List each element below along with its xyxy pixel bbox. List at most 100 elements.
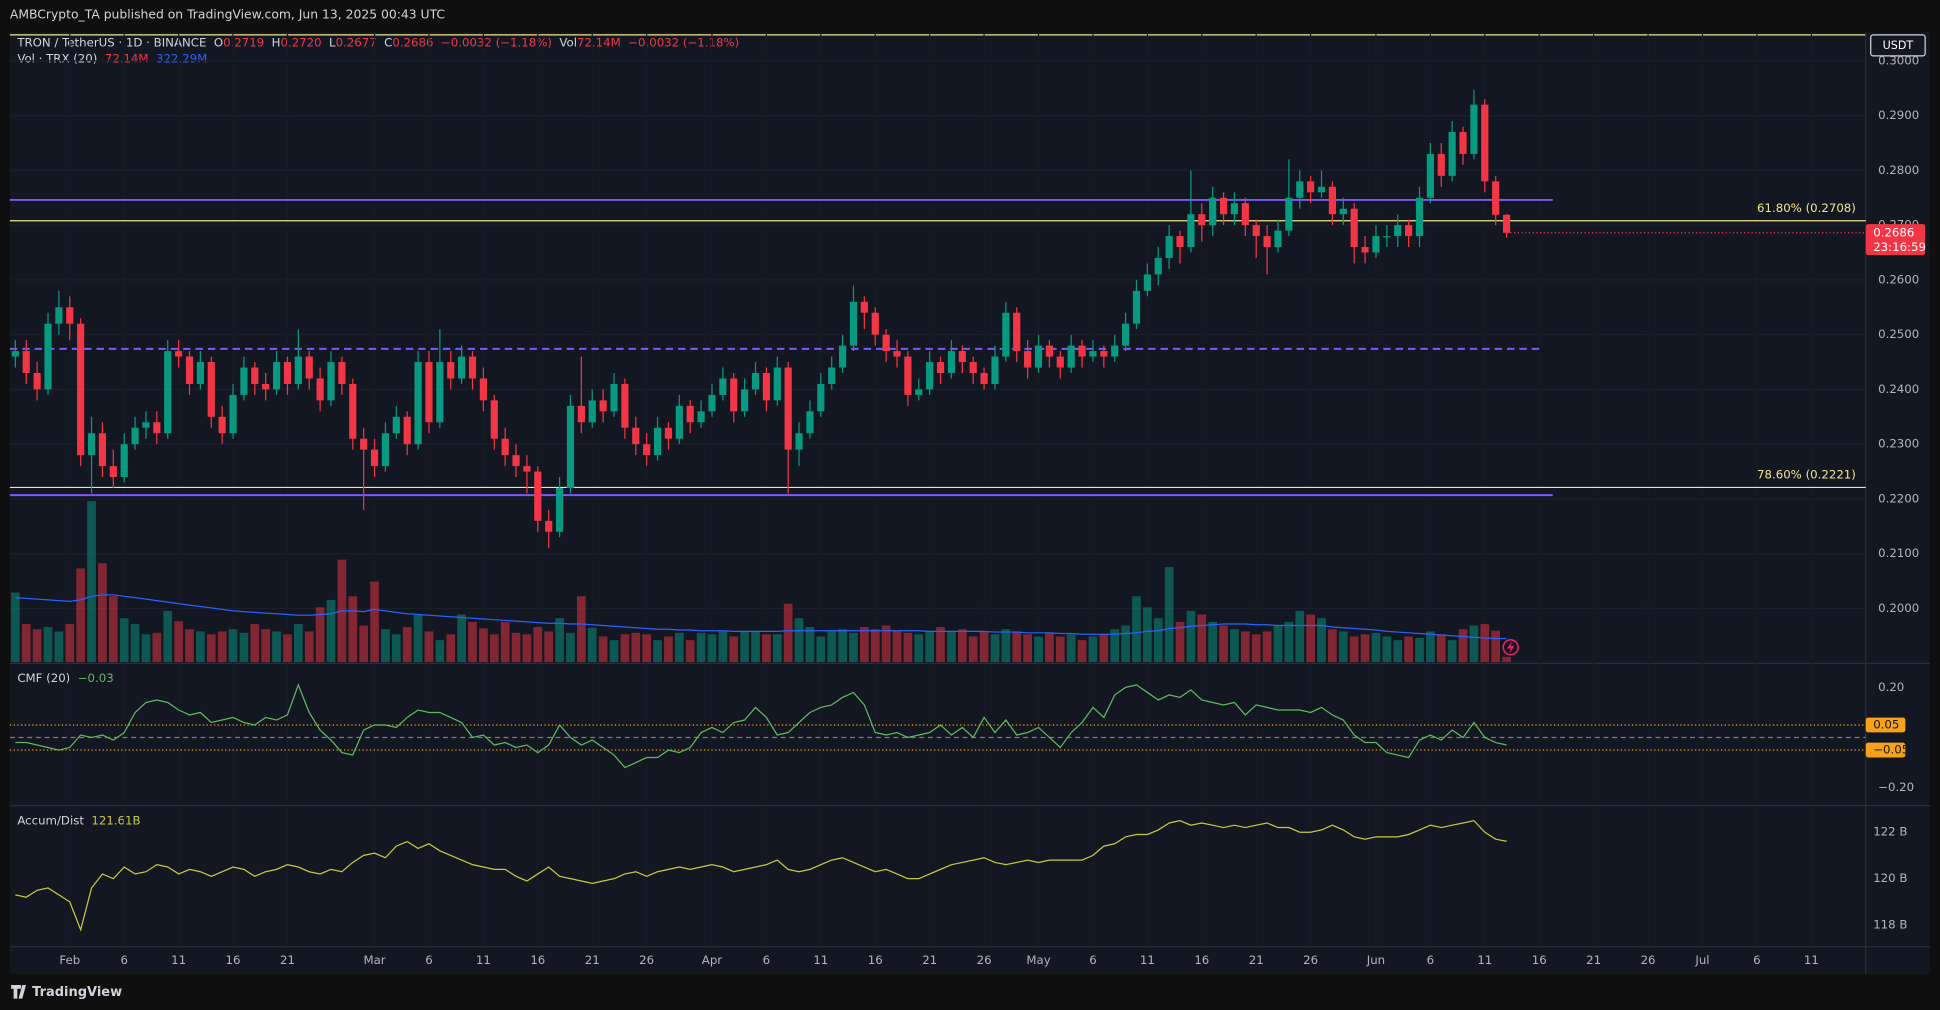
candle-body [327, 362, 335, 401]
candle-body [643, 444, 651, 456]
volume-bar [1447, 640, 1457, 663]
volume-bar [479, 628, 488, 663]
volume-value: 72.14M [105, 51, 149, 65]
candle-body [1492, 181, 1500, 215]
volume-bar [185, 629, 194, 663]
candle-body [1350, 208, 1358, 248]
x-tick-label: 21 [1249, 953, 1264, 967]
volume-bar [544, 631, 554, 663]
candle-body [1143, 274, 1151, 291]
last-price-label: 0.2686 [1873, 225, 1914, 239]
currency-box[interactable] [1870, 34, 1926, 57]
volume-bar [1132, 596, 1141, 663]
x-tick-label: 16 [530, 953, 545, 967]
volume-bar [511, 632, 521, 663]
volume-bar [674, 632, 684, 663]
candle-body [1034, 345, 1043, 368]
candle-body [66, 307, 74, 324]
candle-body [468, 356, 477, 379]
volume-bar [838, 629, 847, 663]
candle-body [653, 427, 662, 456]
candle-body [1252, 225, 1260, 237]
x-tick-label: 16 [1532, 953, 1547, 967]
candle-body [882, 334, 890, 352]
volume-bar [1306, 614, 1315, 663]
volume-bar [1436, 634, 1446, 663]
volume-bar [457, 614, 466, 663]
volume-bar [196, 631, 205, 663]
volume-bar [391, 634, 401, 663]
x-tick-label: 21 [280, 953, 295, 967]
candle-body [904, 356, 912, 395]
publish-info: AMBCrypto_TA published on TradingView.co… [10, 8, 445, 22]
volume-bar [1371, 632, 1381, 663]
volume-bar [370, 581, 379, 663]
candle-body [1241, 203, 1249, 226]
candle-body [1426, 153, 1434, 198]
volume-bar [707, 634, 717, 663]
candle-body [1285, 197, 1293, 231]
volume-bar [566, 632, 575, 663]
volume-ma-value: 322.29M [156, 51, 207, 65]
x-tick-label: 26 [639, 953, 654, 967]
candle-body [599, 400, 607, 412]
candle-body [795, 433, 803, 450]
volume-bar [947, 631, 956, 663]
candle-body [566, 405, 575, 488]
candle-body [1176, 236, 1184, 248]
candle-body [1372, 236, 1380, 253]
legend-key: C [384, 35, 392, 49]
volume-bar [130, 624, 140, 663]
countdown-label: 23:16:59 [1873, 240, 1926, 254]
volume-bar [10, 592, 20, 663]
x-tick-label: 26 [1303, 953, 1318, 967]
y-tick-label: 0.2100 [1878, 546, 1919, 560]
candle-body [381, 433, 390, 467]
candle-body [447, 362, 455, 379]
volume-bar [990, 634, 1000, 663]
volume-bar [631, 632, 641, 663]
volume-bar [1404, 636, 1413, 663]
candle-body [109, 466, 117, 478]
candle-body [142, 422, 150, 428]
alert-icon[interactable] [1502, 639, 1519, 656]
volume-bar [261, 629, 271, 663]
candle-body [936, 362, 945, 373]
volume-bar [1240, 631, 1250, 663]
volume-bar [1360, 634, 1370, 663]
x-tick-label: Jul [1694, 953, 1709, 967]
candle-body [610, 383, 618, 412]
volume-bar [76, 568, 86, 663]
volume-bar [424, 631, 434, 663]
candle-body [523, 466, 531, 472]
cmf-legend: CMF (20) −0.03 [17, 671, 113, 685]
volume-bar [1121, 625, 1130, 663]
candle-body [1111, 345, 1119, 357]
candle-body [175, 351, 183, 357]
candle-body [773, 367, 781, 401]
candle-body [697, 411, 705, 423]
volume-bar [489, 634, 499, 663]
volume-bar [283, 634, 292, 663]
volume-bar [794, 618, 804, 663]
candle-body [1470, 104, 1478, 154]
x-tick-label: Apr [702, 953, 722, 967]
candle-body [708, 394, 716, 412]
candle-body [185, 356, 194, 384]
volume-title: Vol · TRX (20) [17, 51, 97, 65]
candle-body [1002, 312, 1010, 357]
y-tick-label: 0.2200 [1878, 491, 1919, 505]
candle-body [784, 367, 792, 450]
volume-bar [1055, 636, 1065, 663]
x-tick-label: 26 [1641, 953, 1656, 967]
legend-key: H [272, 35, 281, 49]
volume-bar [500, 621, 510, 663]
volume-bar [653, 640, 662, 663]
x-tick-label: 6 [763, 953, 770, 967]
volume-bar [860, 626, 869, 663]
volume-bar [239, 632, 249, 663]
cmf-value: −0.03 [78, 671, 114, 685]
candle-body [806, 411, 814, 434]
x-tick-label: 21 [585, 953, 600, 967]
candle-body [251, 367, 259, 384]
